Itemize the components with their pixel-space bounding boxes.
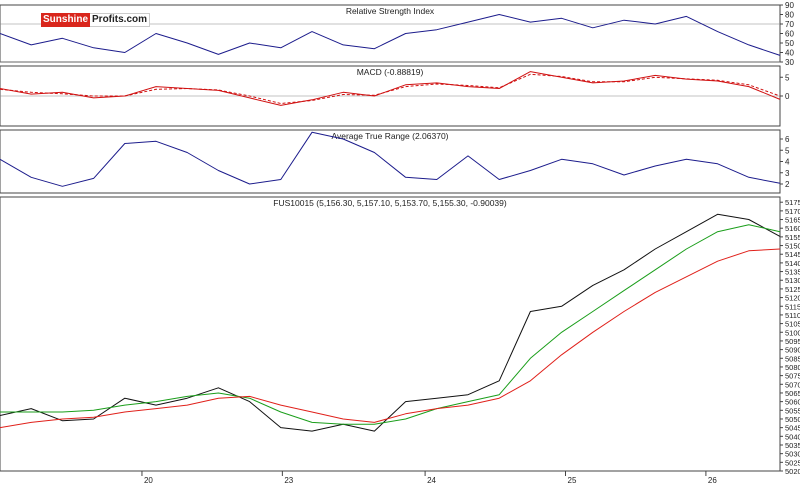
- pane-3-y-tick-label-13: 5085: [785, 354, 800, 363]
- pane-3-series-1-line: [0, 224, 781, 425]
- pane-3-y-tick-label-3: 5035: [785, 441, 800, 450]
- x-tick-label-2: 23: [284, 476, 293, 485]
- pane-3-y-tick-label-26: 5150: [785, 242, 800, 251]
- pane-3-y-tick-label-9: 5065: [785, 389, 800, 398]
- pane-2-y-tick-label-3: 5: [785, 146, 790, 155]
- pane-2-y-tick-label-2: 4: [785, 158, 790, 167]
- pane-3-y-tick-label-6: 5050: [785, 415, 800, 424]
- pane-3-y-tick-label-0: 5020: [785, 467, 800, 476]
- pane-3-y-tick-label-28: 5160: [785, 224, 800, 233]
- pane-3-y-tick-label-8: 5060: [785, 398, 800, 407]
- pane-2-y-tick-label-4: 6: [785, 135, 790, 144]
- pane-3-y-tick-label-14: 5090: [785, 346, 800, 355]
- brand-logo: Sunshine Profits.com: [41, 13, 151, 27]
- x-tick-label-1: 20: [144, 476, 153, 485]
- pane-3-y-tick-label-4: 5040: [785, 432, 800, 441]
- brand-part1: Sunshine: [41, 13, 91, 27]
- pane-3-y-tick-label-27: 5155: [785, 233, 800, 242]
- pane-3-title: FUS10015 (5,156.30, 5,157.10, 5,153.70, …: [273, 198, 507, 208]
- pane-3-series-0-line: [0, 213, 781, 432]
- pane-1-title: MACD (-0.88819): [357, 67, 424, 77]
- pane-3-y-tick-label-24: 5140: [785, 259, 800, 268]
- pane-2-y-tick-label-0: 2: [785, 180, 790, 189]
- brand-part2: Profits.com: [90, 13, 151, 27]
- pane-3-y-tick-label-12: 5080: [785, 363, 800, 372]
- pane-0-y-tick-label-4: 70: [785, 20, 794, 29]
- pane-0-y-tick-label-0: 30: [785, 58, 794, 67]
- pane-0-y-tick-label-5: 80: [785, 11, 794, 20]
- pane-1-y-tick-label-0: 0: [785, 92, 790, 101]
- pane-1-y-tick-label-1: 5: [785, 73, 790, 82]
- pane-3-y-tick-label-16: 5100: [785, 328, 800, 337]
- pane-3-y-tick-label-15: 5095: [785, 337, 800, 346]
- pane-0-y-tick-label-1: 40: [785, 49, 794, 58]
- pane-3-series-2-line: [0, 248, 781, 429]
- pane-3-y-tick-label-2: 5030: [785, 450, 800, 459]
- pane-3-y-tick-label-7: 5055: [785, 406, 800, 415]
- pane-0-y-tick-label-6: 90: [785, 1, 794, 10]
- pane-0-series-0-line: [0, 14, 781, 56]
- pane-3-y-tick-label-11: 5075: [785, 372, 800, 381]
- pane-2-y-tick-label-1: 3: [785, 169, 790, 178]
- pane-2-title: Average True Range (2.06370): [331, 131, 448, 141]
- pane-3-y-tick-label-5: 5045: [785, 424, 800, 433]
- pane-3-y-tick-label-1: 5025: [785, 458, 800, 467]
- pane-3-frame: [0, 196, 781, 472]
- pane-3-y-tick-label-29: 5165: [785, 216, 800, 225]
- pane-3-y-tick-label-21: 5125: [785, 285, 800, 294]
- pane-0-title: Relative Strength Index: [346, 6, 435, 16]
- pane-3-y-tick-label-10: 5070: [785, 380, 800, 389]
- pane-0-y-tick-label-2: 50: [785, 39, 794, 48]
- pane-3-y-tick-label-23: 5135: [785, 268, 800, 277]
- pane-3-y-tick-label-30: 5170: [785, 207, 800, 216]
- pane-1-series-1-line: [0, 73, 781, 104]
- pane-3-y-tick-label-17: 5105: [785, 320, 800, 329]
- pane-3-y-tick-label-20: 5120: [785, 294, 800, 303]
- pane-3-y-tick-label-18: 5110: [785, 311, 800, 320]
- pane-0-y-tick-label-3: 60: [785, 30, 794, 39]
- pane-3-y-tick-label-19: 5115: [785, 302, 800, 311]
- pane-3-y-tick-label-22: 5130: [785, 276, 800, 285]
- x-tick-label-5: 26: [708, 476, 717, 485]
- pane-2-series-0-line: [0, 131, 781, 187]
- x-tick-label-4: 25: [568, 476, 577, 485]
- x-tick-label-3: 24: [427, 476, 436, 485]
- pane-3-y-tick-label-25: 5145: [785, 250, 800, 259]
- pane-3-y-tick-label-31: 5175: [785, 198, 800, 207]
